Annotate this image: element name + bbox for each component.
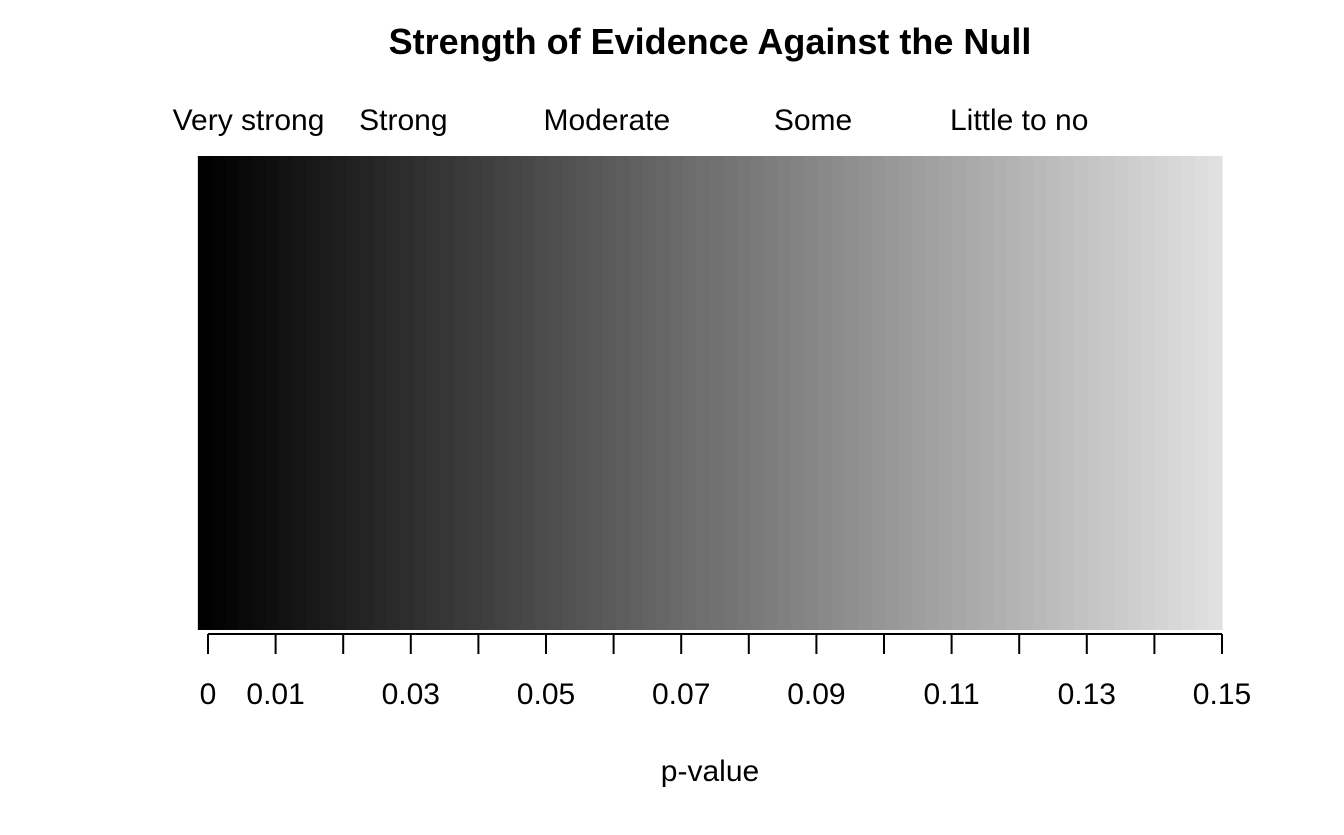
- gradient-cell: [440, 156, 455, 630]
- x-tick-label: 0.07: [652, 678, 710, 711]
- gradient-cell: [265, 156, 280, 630]
- gradient-cell: [723, 156, 738, 630]
- gradient-cell: [1154, 156, 1169, 630]
- gradient-cell: [386, 156, 401, 630]
- gradient-cell: [656, 156, 671, 630]
- gradient-cell: [453, 156, 468, 630]
- gradient-cell: [413, 156, 428, 630]
- gradient-cell: [359, 156, 374, 630]
- gradient-cell: [750, 156, 765, 630]
- gradient-cell: [682, 156, 698, 630]
- gradient-bar: [197, 156, 1223, 630]
- gradient-cell: [561, 156, 576, 630]
- gradient-cell: [211, 156, 226, 630]
- category-label: Moderate: [543, 104, 670, 137]
- gradient-cell: [696, 156, 711, 630]
- gradient-cell: [1073, 156, 1088, 630]
- gradient-cell: [1087, 156, 1102, 630]
- gradient-cell: [844, 156, 859, 630]
- gradient-cell: [615, 156, 630, 630]
- category-label: Some: [774, 104, 852, 137]
- gradient-cell: [709, 156, 725, 630]
- gradient-cell: [790, 156, 805, 630]
- gradient-cell: [602, 156, 617, 630]
- gradient-cell: [763, 156, 778, 630]
- gradient-cell: [521, 156, 536, 630]
- gradient-cell: [292, 156, 307, 630]
- x-tick-label: 0.01: [246, 678, 304, 711]
- gradient-cell: [736, 156, 751, 630]
- gradient-cell: [373, 156, 388, 630]
- gradient-cell: [534, 156, 549, 630]
- gradient-cell: [1141, 156, 1156, 630]
- gradient-cell: [629, 156, 644, 630]
- gradient-cell: [952, 156, 967, 630]
- gradient-cell: [992, 156, 1007, 630]
- gradient-cell: [979, 156, 994, 630]
- gradient-cell: [426, 156, 442, 630]
- gradient-cell: [965, 156, 981, 630]
- gradient-cell: [642, 156, 657, 630]
- category-label: Little to no: [950, 104, 1088, 137]
- chart-title: Strength of Evidence Against the Null: [389, 21, 1032, 62]
- x-axis: 0 0.01 0.03 0.05 0.07 0.09 0.11 0.13 0.15: [200, 633, 1251, 711]
- gradient-cell: [898, 156, 913, 630]
- x-tick-label: 0.15: [1193, 678, 1251, 711]
- x-tick-label: 0.11: [924, 678, 980, 711]
- gradient-cell: [548, 156, 563, 630]
- gradient-cell: [1006, 156, 1021, 630]
- gradient-cell: [399, 156, 415, 630]
- gradient-cell: [278, 156, 293, 630]
- category-label: Strong: [359, 104, 447, 137]
- gradient-cell: [669, 156, 684, 630]
- gradient-cell: [777, 156, 792, 630]
- gradient-cell: [1060, 156, 1075, 630]
- gradient-cell: [507, 156, 522, 630]
- gradient-cell: [224, 156, 239, 630]
- gradient-cell: [1033, 156, 1048, 630]
- category-labels: Very strong Strong Moderate Some Little to n…: [173, 104, 1089, 137]
- gradient-cell: [332, 156, 347, 630]
- gradient-cell: [305, 156, 320, 630]
- gradient-cell: [588, 156, 603, 630]
- x-tick-label: 0.05: [517, 678, 575, 711]
- gradient-cell: [885, 156, 900, 630]
- gradient-cell: [858, 156, 873, 630]
- gradient-cell: [831, 156, 846, 630]
- gradient-cell: [494, 156, 509, 630]
- gradient-cell: [197, 156, 212, 630]
- gradient-cell: [575, 156, 590, 630]
- gradient-cell: [1195, 156, 1210, 630]
- gradient-cell: [238, 156, 253, 630]
- gradient-cell: [1127, 156, 1142, 630]
- gradient-cell: [1168, 156, 1183, 630]
- gradient-cell: [1208, 156, 1223, 630]
- gradient-cell: [1100, 156, 1115, 630]
- x-axis-label: p-value: [661, 755, 759, 788]
- category-label: Very strong: [173, 104, 325, 137]
- gradient-cell: [912, 156, 927, 630]
- x-tick-label: 0.09: [787, 678, 845, 711]
- gradient-cell: [480, 156, 495, 630]
- gradient-cell: [804, 156, 819, 630]
- gradient-cell: [817, 156, 832, 630]
- gradient-cell: [925, 156, 940, 630]
- x-tick-label: 0.13: [1058, 678, 1116, 711]
- gradient-cell: [1046, 156, 1061, 630]
- gradient-cell: [1114, 156, 1129, 630]
- gradient-cell: [939, 156, 954, 630]
- gradient-cell: [467, 156, 482, 630]
- x-tick-label: 0: [200, 678, 217, 711]
- gradient-cell: [1181, 156, 1196, 630]
- gradient-cell: [346, 156, 361, 630]
- gradient-cell: [251, 156, 266, 630]
- gradient-cell: [871, 156, 886, 630]
- gradient-cell: [319, 156, 334, 630]
- x-tick-label: 0.03: [382, 678, 440, 711]
- gradient-cell: [1019, 156, 1034, 630]
